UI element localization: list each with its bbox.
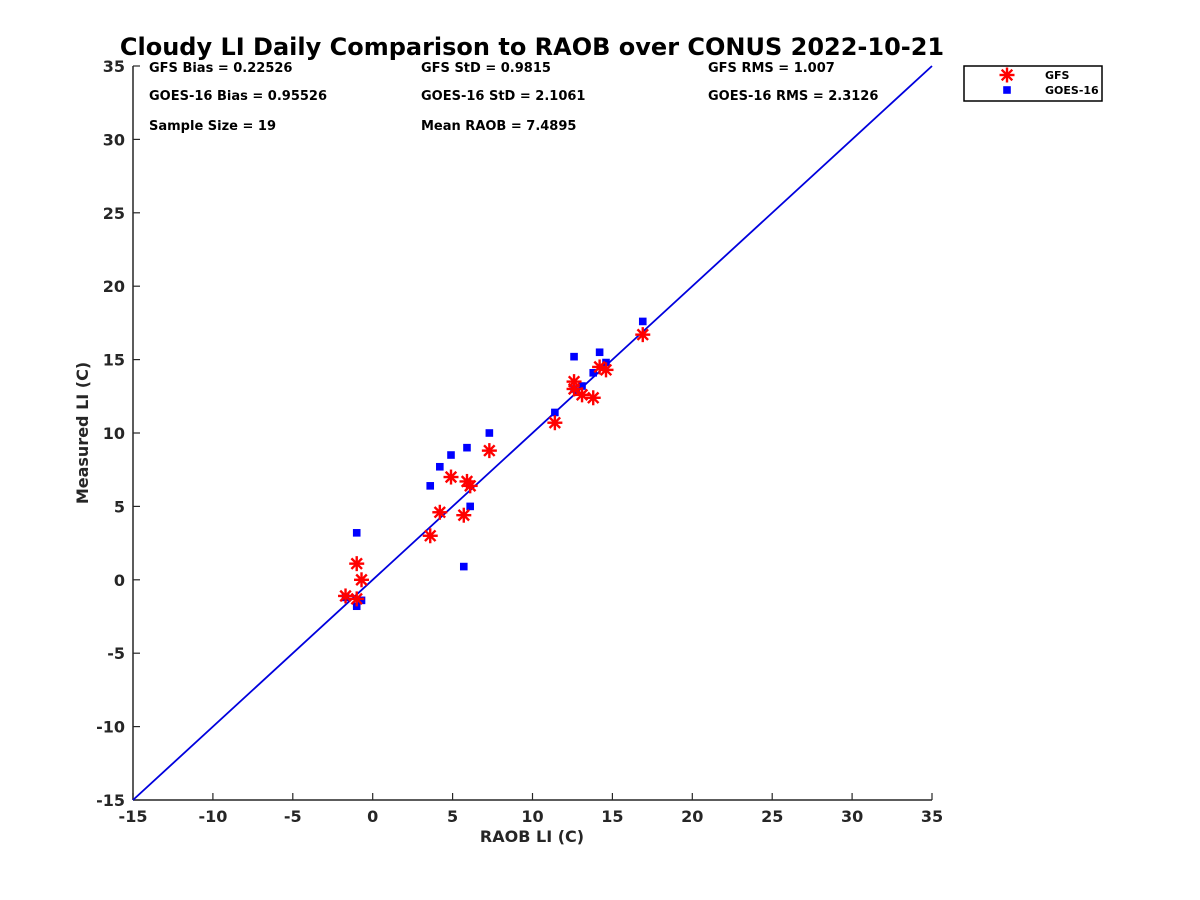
stat-goes-std: GOES-16 StD = 2.1061: [421, 89, 585, 104]
asterisk-stroke: [339, 589, 352, 603]
goes16-point: [638, 317, 647, 326]
asterisk-stroke: [587, 391, 600, 404]
x-tick-label: 10: [521, 807, 543, 826]
gfs-point: [349, 591, 365, 607]
stat-gfs-rms: GFS RMS = 1.007: [708, 61, 835, 76]
asterisk-stroke: [548, 416, 562, 429]
stat-goes-rms: GOES-16 RMS = 2.3126: [708, 89, 878, 104]
gfs-point: [443, 469, 459, 485]
y-tick-label: 20: [103, 277, 125, 296]
goes16-point: [551, 408, 559, 417]
goes16-point: [485, 429, 494, 437]
asterisk-stroke: [593, 360, 606, 374]
goes16-point: [466, 502, 474, 511]
x-axis-ticks: -15 -10 -5 0 5 10 15 20 25 30 35: [119, 793, 943, 826]
goes16-point: [595, 348, 604, 357]
gfs-series: [338, 327, 651, 607]
stat-mean-raob: Mean RAOB = 7.4895: [421, 119, 576, 134]
gfs-point: [547, 415, 563, 431]
y-tick-label: 35: [103, 57, 125, 76]
x-axis-label: RAOB LI (C): [480, 827, 584, 846]
y-axis-ticks: -15 -10 -5 0 5 10 15 20 25 30 35: [96, 57, 140, 810]
gfs-point: [566, 381, 582, 397]
gfs-point: [432, 504, 448, 520]
goes16-point: [570, 352, 578, 361]
legend-gfs-label: GFS: [1045, 69, 1070, 82]
asterisk-stroke: [483, 444, 496, 457]
x-tick-label: -10: [198, 807, 227, 826]
asterisk-stroke: [464, 479, 477, 492]
gfs-point: [598, 362, 614, 378]
gfs-point: [354, 572, 370, 588]
asterisk-stroke: [567, 382, 581, 396]
asterisk-stroke: [575, 388, 589, 401]
legend-goes16-marker: [1003, 86, 1011, 94]
gfs-point: [338, 588, 354, 604]
gfs-point: [635, 327, 651, 343]
legend-box: [963, 65, 1103, 102]
stat-gfs-bias: GFS Bias = 0.22526: [149, 61, 292, 76]
goes16-point: [352, 529, 361, 537]
asterisk-stroke: [599, 363, 613, 377]
stat-sample-size: Sample Size = 19: [149, 119, 276, 134]
y-tick-label: -15: [96, 791, 125, 810]
y-axis-label: Measured LI (C): [73, 362, 92, 504]
asterisk-stroke: [350, 592, 363, 606]
goes16-point: [463, 443, 471, 452]
goes16-point: [459, 562, 468, 571]
y-tick-label: 25: [103, 204, 125, 223]
x-tick-label: 25: [761, 807, 783, 826]
gfs-point: [349, 556, 365, 572]
asterisk-stroke: [457, 509, 470, 522]
y-tick-label: 30: [103, 130, 125, 149]
chart-title: Cloudy LI Daily Comparison to RAOB over …: [120, 33, 944, 61]
goes16-point: [589, 369, 598, 377]
legend-goes16-symbol: [1003, 86, 1011, 94]
x-tick-label: 5: [447, 807, 458, 826]
asterisk-stroke: [636, 328, 649, 341]
one-to-one-line-group: [132, 65, 933, 801]
goes16-point: [436, 462, 444, 471]
gfs-point: [481, 443, 497, 459]
y-tick-label: -10: [96, 718, 125, 737]
asterisk-stroke: [1000, 68, 1014, 82]
gfs-point: [462, 478, 478, 494]
goes16-point: [357, 596, 366, 605]
gfs-point: [422, 528, 438, 544]
asterisk-stroke: [355, 573, 368, 586]
one-to-one-line: [132, 65, 933, 801]
legend: GFS GOES-16: [963, 65, 1103, 102]
x-tick-label: 15: [601, 807, 623, 826]
y-tick-label: 5: [114, 497, 125, 516]
x-tick-label: -15: [119, 807, 148, 826]
legend-goes16-label: GOES-16: [1045, 84, 1099, 97]
y-tick-label: 0: [114, 571, 125, 590]
legend-gfs-symbol: [999, 67, 1015, 83]
gfs-point: [456, 507, 472, 523]
x-tick-label: 35: [921, 807, 943, 826]
asterisk-stroke: [350, 557, 363, 570]
x-tick-label: 30: [841, 807, 863, 826]
asterisk-stroke: [424, 529, 437, 542]
y-tick-label: -5: [107, 644, 125, 663]
x-tick-label: 20: [681, 807, 703, 826]
legend-gfs-marker: [999, 67, 1015, 83]
asterisk-stroke: [444, 470, 458, 484]
gfs-point: [585, 390, 601, 406]
goes16-point: [578, 382, 586, 390]
gfs-point: [574, 387, 590, 403]
stat-goes-bias: GOES-16 Bias = 0.95526: [149, 89, 327, 104]
goes16-point: [426, 482, 435, 490]
stat-gfs-std: GFS StD = 0.9815: [421, 61, 551, 76]
goes16-point: [447, 451, 455, 459]
y-tick-label: 15: [103, 351, 125, 370]
x-tick-label: -5: [284, 807, 302, 826]
x-tick-label: 0: [367, 807, 378, 826]
asterisk-stroke: [433, 506, 446, 519]
y-tick-label: 10: [103, 424, 125, 443]
